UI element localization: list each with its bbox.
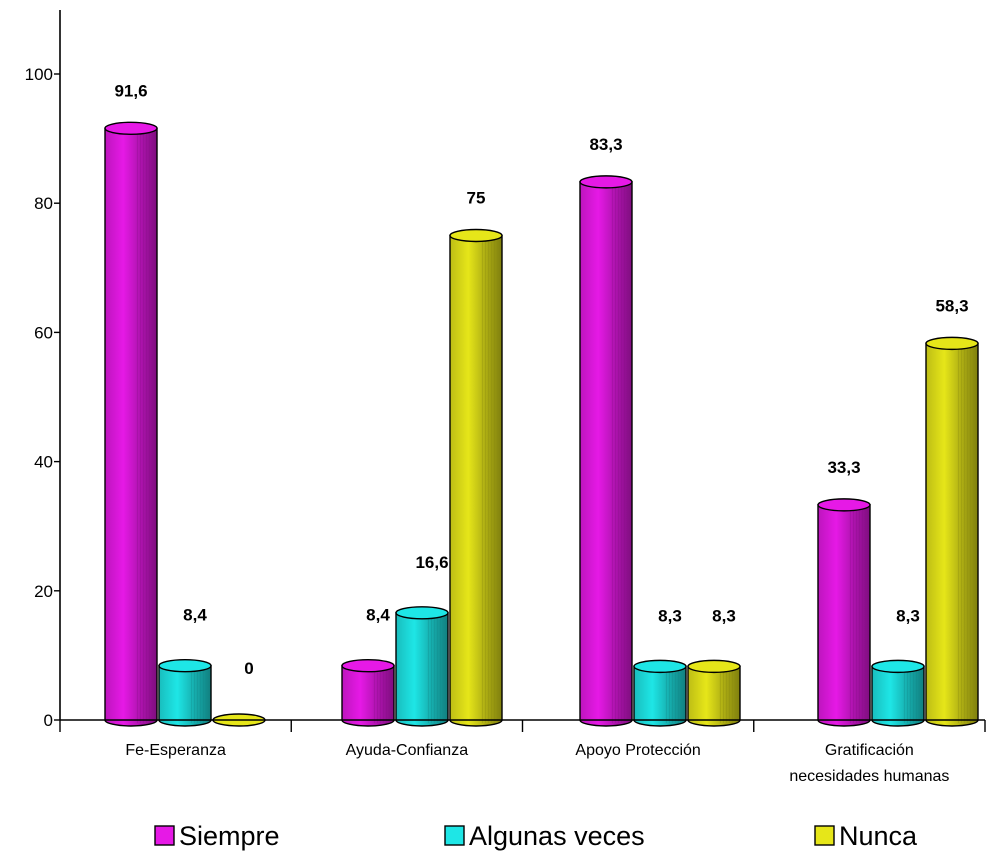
data-label-siempre-ayuda-confianza: 8,4: [366, 606, 390, 625]
legend-item-nunca: Nunca: [814, 821, 918, 851]
data-label-siempre-fe-esperanza: 91,6: [114, 81, 147, 100]
bar-siempre-apoyo-proteccion: [579, 175, 633, 727]
bar-siempre-ayuda-confianza: [341, 659, 395, 727]
data-label-siempre-apoyo-proteccion: 83,3: [589, 135, 622, 154]
bar-algunas-veces-gratificacion-necesidades-humanas: [871, 659, 925, 727]
data-label-siempre-gratificacion-necesidades-humanas: 33,3: [827, 458, 860, 477]
data-labels-group: 91,6 8,4 0 8,4 16,6 75 83,3 8,3 8,3 33,3 8,3 58,3: [114, 81, 968, 678]
x-category-label-gratificacion-necesidades-humanas-line1: Gratificación: [825, 742, 914, 759]
bar-algunas-veces-fe-esperanza: [158, 659, 212, 727]
legend-label-siempre: Siempre: [179, 821, 280, 851]
data-label-nunca-fe-esperanza: 0: [244, 659, 253, 678]
legend-swatch-siempre: [154, 825, 175, 846]
bar-siempre-gratificacion-necesidades-humanas-top: [817, 498, 871, 512]
bar-nunca-gratificacion-necesidades-humanas-body: [925, 342, 979, 727]
bar-nunca-apoyo-proteccion-top: [687, 659, 741, 674]
bar-siempre-fe-esperanza-body: [104, 127, 158, 727]
bar-siempre-ayuda-confianza-top: [341, 659, 395, 673]
bar-siempre-apoyo-proteccion-body: [579, 181, 633, 727]
legend-swatch-nunca: [814, 825, 835, 846]
bar-nunca-apoyo-proteccion: [687, 659, 741, 727]
bar-siempre-apoyo-proteccion-top: [579, 175, 633, 189]
bar-nunca-ayuda-confianza-body: [449, 234, 503, 727]
bar-algunas-veces-fe-esperanza-body: [158, 665, 212, 727]
bar-siempre-gratificacion-necesidades-humanas-body: [817, 504, 871, 727]
data-label-nunca-gratificacion-necesidades-humanas: 58,3: [935, 296, 968, 315]
bar-siempre-fe-esperanza-top: [104, 121, 158, 135]
data-label-algunas-veces-fe-esperanza: 8,4: [183, 606, 207, 625]
legend: Siempre Algunas veces Nunca: [154, 821, 918, 851]
data-label-nunca-ayuda-confianza: 75: [467, 189, 486, 208]
bar-algunas-veces-gratificacion-necesidades-humanas-top: [871, 659, 925, 674]
legend-label-algunas-veces: Algunas veces: [469, 821, 645, 851]
bar-nunca-ayuda-confianza: [449, 228, 503, 727]
bar-algunas-veces-fe-esperanza-top: [158, 659, 212, 673]
data-label-algunas-veces-ayuda-confianza: 16,6: [415, 553, 448, 572]
x-category-label-ayuda-confianza: Ayuda-Confianza: [346, 742, 469, 759]
bar-algunas-veces-apoyo-proteccion-body: [633, 665, 687, 727]
y-tick-label-100: 100: [25, 65, 53, 84]
bar-siempre-fe-esperanza: [104, 121, 158, 727]
data-label-algunas-veces-apoyo-proteccion: 8,3: [658, 606, 682, 625]
bar-nunca-gratificacion-necesidades-humanas-top: [925, 336, 979, 351]
bar-siempre-gratificacion-necesidades-humanas: [817, 498, 871, 727]
y-tick-label-20: 20: [34, 582, 53, 601]
bar-nunca-gratificacion-necesidades-humanas: [925, 336, 979, 727]
bar-algunas-veces-ayuda-confianza: [395, 606, 449, 727]
bar-nunca-ayuda-confianza-top: [449, 228, 503, 243]
legend-swatch-algunas-veces: [444, 825, 465, 846]
legend-item-siempre: Siempre: [154, 821, 280, 851]
y-tick-label-40: 40: [34, 453, 53, 472]
bar-algunas-veces-gratificacion-necesidades-humanas-body: [871, 665, 925, 727]
x-category-label-fe-esperanza: Fe-Esperanza: [125, 742, 226, 759]
bar-algunas-veces-ayuda-confianza-body: [395, 612, 449, 727]
data-label-nunca-apoyo-proteccion: 8,3: [712, 606, 736, 625]
x-category-label-gratificacion-necesidades-humanas-line2: necesidades humanas: [789, 768, 949, 785]
x-category-label-apoyo-proteccion: Apoyo Protección: [575, 742, 700, 759]
data-label-algunas-veces-gratificacion-necesidades-humanas: 8,3: [896, 606, 920, 625]
bar-algunas-veces-ayuda-confianza-top: [395, 606, 449, 620]
bar-algunas-veces-apoyo-proteccion-top: [633, 659, 687, 674]
y-tick-label-0: 0: [44, 711, 53, 730]
bar-siempre-ayuda-confianza-body: [341, 665, 395, 727]
y-tick-label-80: 80: [34, 194, 53, 213]
bar-algunas-veces-apoyo-proteccion: [633, 659, 687, 727]
bars-group: [104, 121, 979, 727]
axes-group: 0 20 40 60 80 100 Fe-Esperanza Ayuda-Confianza A…: [25, 10, 986, 785]
bar-nunca-apoyo-proteccion-body: [687, 665, 741, 727]
legend-item-algunas-veces: Algunas veces: [444, 821, 645, 851]
legend-label-nunca: Nunca: [839, 821, 918, 851]
y-tick-label-60: 60: [34, 323, 53, 342]
